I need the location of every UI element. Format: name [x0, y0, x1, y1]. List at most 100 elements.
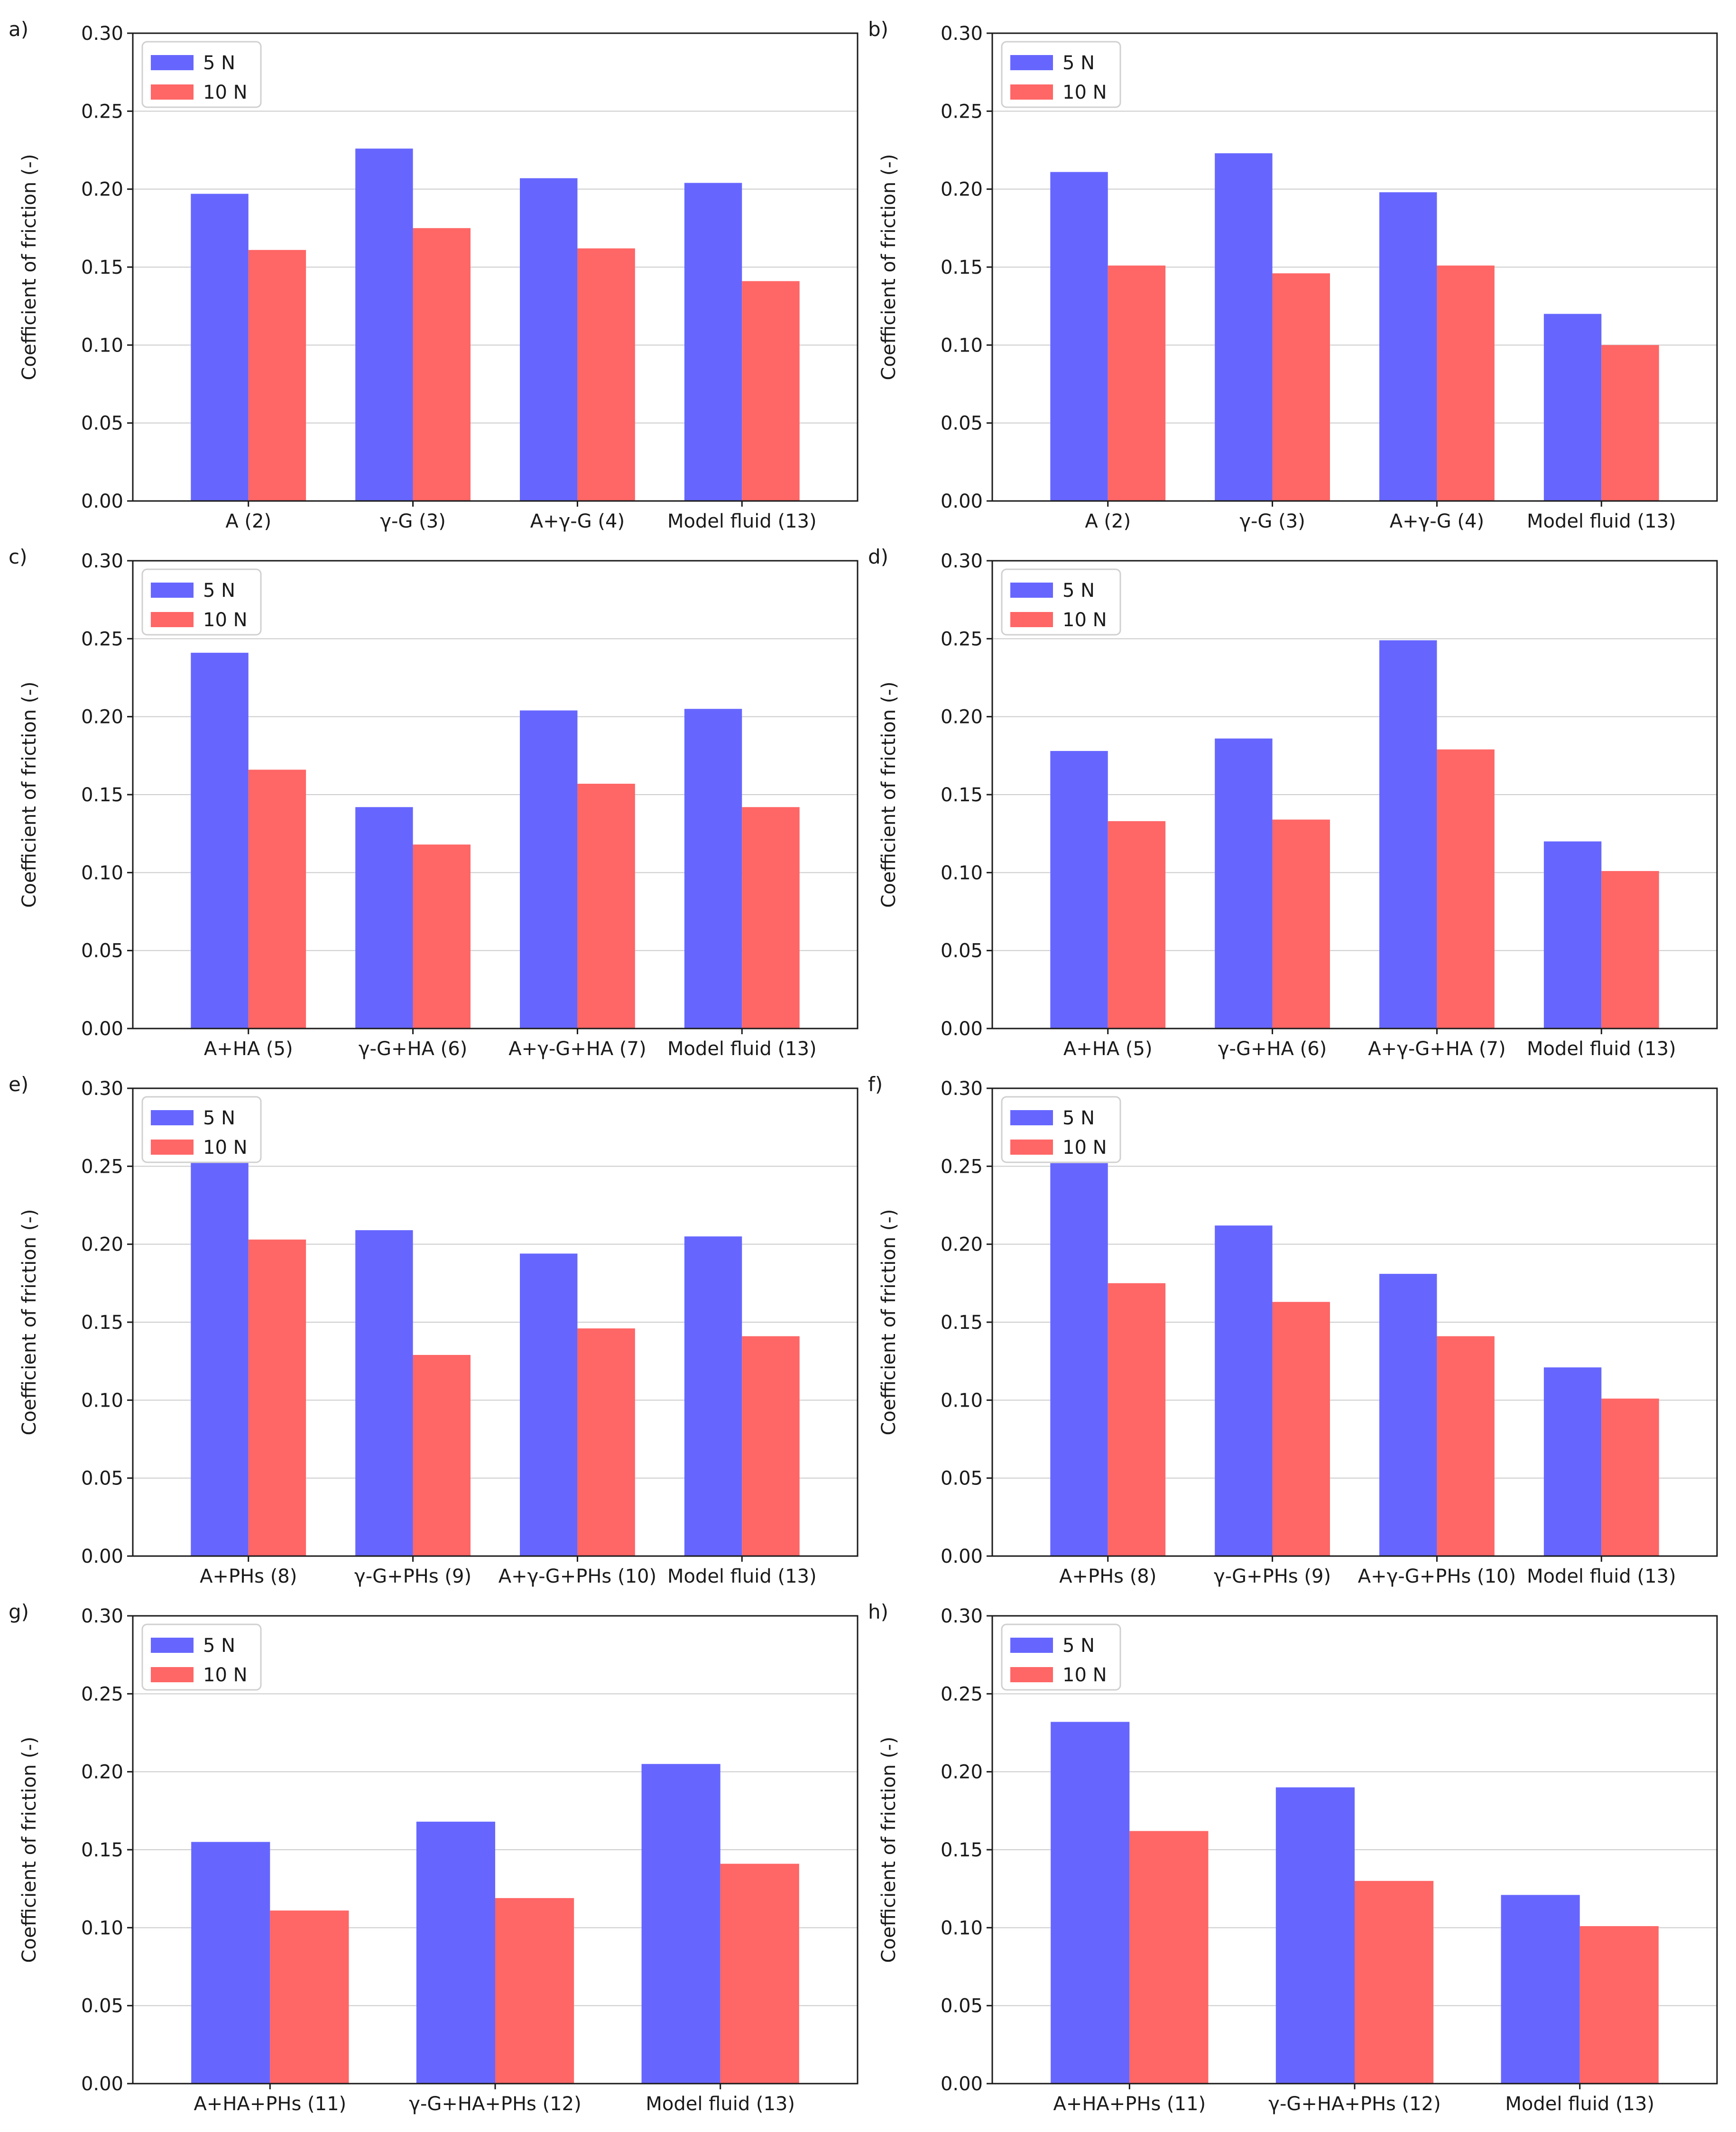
y-tick-label: 0.00 — [81, 1546, 123, 1567]
y-tick-label: 0.30 — [941, 550, 983, 572]
x-tick-label: A+γ-G (4) — [1390, 510, 1484, 532]
y-tick-label: 0.00 — [941, 2073, 983, 2095]
bar-10N — [1437, 265, 1495, 501]
y-axis-label: Coefficient of friction (-) — [18, 681, 40, 908]
x-tick-label: A+γ-G+HA (7) — [1368, 1038, 1505, 1060]
axes-frame — [132, 1087, 859, 1557]
y-tick-label: 0.20 — [941, 706, 983, 728]
bar-10N — [1355, 1881, 1434, 2084]
legend-swatch-5N — [151, 1110, 194, 1125]
bar-5N — [1501, 1895, 1580, 2084]
bar-5N — [520, 178, 578, 501]
panel-g: A+HA+PHs (11) γ-G+HA+PHs (12) Model fluid … — [9, 1600, 859, 2115]
y-tick-label: 0.15 — [81, 1312, 123, 1334]
y-tick-label: 0.30 — [941, 23, 983, 45]
x-tick-label: γ-G+HA (6) — [1218, 1038, 1327, 1060]
bar-5N — [416, 1821, 495, 2084]
x-tick-label: A (2) — [1085, 510, 1131, 532]
legend-label: 10 N — [1062, 609, 1107, 631]
legend-label: 5 N — [1062, 580, 1095, 602]
bar-5N — [1379, 192, 1437, 501]
panel-h: A+HA+PHs (11) γ-G+HA+PHs (12) Model fluid … — [868, 1600, 1718, 2115]
bar-10N — [1601, 1399, 1659, 1556]
legend-swatch-10N — [1010, 84, 1053, 100]
y-tick-label: 0.10 — [941, 1917, 983, 1939]
x-tick-label: Model fluid (13) — [667, 1566, 817, 1587]
panel-b: A (2) γ-G (3) A+γ-G (4) Model fluid (13) 0.0… — [868, 18, 1718, 532]
y-tick-label: 0.20 — [81, 1761, 123, 1783]
panel-a: A (2) γ-G (3) A+γ-G (4) Model fluid (13) 0.0… — [9, 18, 859, 532]
x-tick-label: Model fluid (13) — [667, 1038, 817, 1060]
y-tick-label: 0.05 — [941, 940, 983, 962]
panel-c: A+HA (5) γ-G+HA (6) A+γ-G+HA (7) Model flui… — [9, 545, 859, 1060]
legend-label: 5 N — [203, 1107, 235, 1129]
bar-10N — [1437, 749, 1495, 1029]
bar-10N — [413, 844, 471, 1029]
y-tick-label: 0.15 — [941, 784, 983, 806]
x-tick-label: γ-G+HA (6) — [359, 1038, 467, 1060]
y-tick-label: 0.15 — [941, 257, 983, 278]
bar-10N — [720, 1863, 799, 2084]
bar-5N — [520, 1253, 578, 1556]
y-tick-label: 0.00 — [81, 491, 123, 512]
axes-frame — [132, 32, 859, 502]
bar-5N — [1051, 1722, 1130, 2084]
y-tick-label: 0.25 — [941, 628, 983, 650]
bar-5N — [191, 1842, 270, 2084]
legend-swatch-5N — [1010, 1638, 1053, 1653]
bar-5N — [355, 148, 413, 501]
panel-label: b) — [868, 18, 888, 41]
legend-swatch-10N — [151, 1667, 194, 1682]
bar-5N — [1050, 751, 1108, 1029]
y-tick-label: 0.20 — [81, 1234, 123, 1256]
panel-label: g) — [9, 1600, 29, 1623]
legend-swatch-5N — [151, 583, 194, 598]
y-tick-label: 0.25 — [941, 1156, 983, 1177]
bar-10N — [1601, 345, 1659, 501]
legend-swatch-5N — [151, 55, 194, 70]
bar-5N — [355, 807, 413, 1029]
bar-10N — [413, 228, 471, 501]
y-tick-label: 0.30 — [81, 1605, 123, 1627]
y-tick-label: 0.05 — [81, 940, 123, 962]
bar-10N — [1129, 1831, 1209, 2084]
panel-label: d) — [868, 545, 888, 568]
y-tick-label: 0.00 — [941, 1546, 983, 1567]
bar-5N — [684, 1236, 742, 1556]
y-tick-label: 0.05 — [81, 1468, 123, 1490]
x-tick-label: Model fluid (13) — [646, 2093, 795, 2115]
x-tick-label: A+γ-G (4) — [530, 510, 625, 532]
x-tick-label: A+γ-G+PHs (10) — [1358, 1566, 1516, 1587]
legend: 5 N 10 N — [141, 1096, 262, 1163]
bar-10N — [742, 1336, 800, 1556]
y-tick-label: 0.15 — [81, 784, 123, 806]
x-tick-label: γ-G+HA+PHs (12) — [409, 2093, 581, 2115]
y-tick-label: 0.00 — [941, 491, 983, 512]
y-tick-label: 0.05 — [81, 1995, 123, 2017]
legend: 5 N 10 N — [1001, 41, 1121, 108]
x-tick-label: A (2) — [225, 510, 271, 532]
x-tick-label: A+HA+PHs (11) — [194, 2093, 346, 2115]
bar-5N — [1050, 1163, 1108, 1556]
legend-label: 10 N — [203, 1137, 248, 1159]
y-axis-label: Coefficient of friction (-) — [878, 1736, 900, 1963]
legend: 5 N 10 N — [141, 568, 262, 636]
x-tick-label: A+HA (5) — [204, 1038, 293, 1060]
y-tick-label: 0.15 — [941, 1839, 983, 1861]
bar-10N — [1272, 819, 1330, 1029]
y-tick-label: 0.00 — [81, 1018, 123, 1040]
legend: 5 N 10 N — [1001, 1096, 1121, 1163]
y-tick-label: 0.05 — [941, 1468, 983, 1490]
bar-10N — [1601, 871, 1659, 1029]
y-tick-label: 0.10 — [81, 1917, 123, 1939]
y-tick-label: 0.20 — [81, 179, 123, 201]
y-tick-label: 0.10 — [941, 1390, 983, 1411]
y-tick-label: 0.00 — [941, 1018, 983, 1040]
bar-10N — [577, 248, 635, 501]
legend-swatch-10N — [151, 612, 194, 627]
bar-10N — [248, 769, 306, 1029]
bar-10N — [495, 1898, 574, 2084]
axes-frame — [132, 1615, 859, 2085]
y-tick-label: 0.10 — [941, 862, 983, 884]
legend-swatch-10N — [151, 1140, 194, 1155]
